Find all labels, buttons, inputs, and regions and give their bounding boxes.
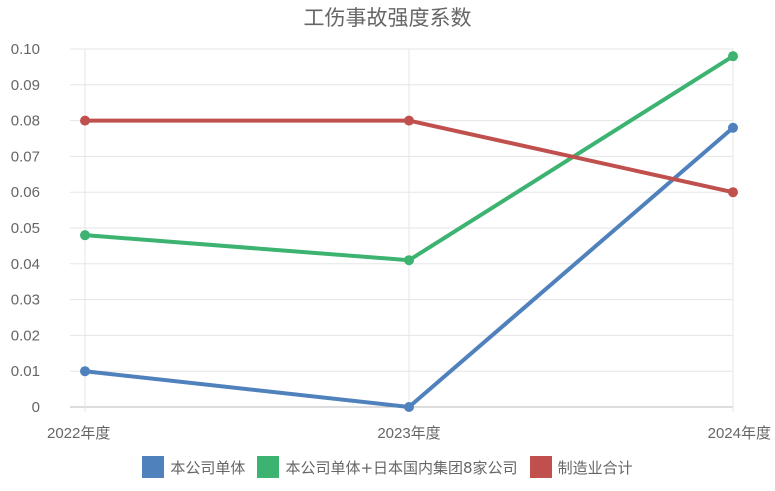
data-point	[80, 366, 90, 377]
y-tick-label: 0.05	[11, 220, 40, 237]
x-tick-label: 2022年度	[47, 425, 110, 442]
y-tick-label: 0.07	[11, 148, 40, 165]
data-point	[404, 115, 414, 126]
data-point	[728, 122, 738, 133]
legend-swatch	[257, 456, 280, 478]
legend-item[interactable]: 制造业合计	[529, 456, 633, 478]
y-tick-label: 0.06	[11, 184, 40, 201]
legend-label: 本公司单体+日本国内集团8家公司	[285, 458, 518, 477]
x-tick-label: 2023年度	[377, 425, 440, 442]
data-point	[728, 51, 738, 62]
data-point	[404, 402, 414, 412]
y-tick-label: 0.09	[11, 77, 40, 94]
y-tick-label: 0.04	[11, 256, 40, 273]
data-point	[80, 230, 90, 241]
legend: 本公司单体 本公司单体+日本国内集团8家公司 制造业合计	[0, 456, 775, 478]
y-tick-label: 0.10	[11, 41, 40, 58]
legend-label: 制造业合计	[557, 458, 633, 477]
y-tick-label: 0	[32, 399, 40, 416]
legend-label: 本公司单体	[170, 458, 246, 477]
legend-item[interactable]: 本公司单体	[142, 456, 245, 478]
y-tick-label: 0.08	[11, 113, 40, 130]
y-tick-label: 0.03	[11, 292, 40, 309]
x-tick-label: 2024年度	[708, 425, 771, 442]
legend-swatch	[529, 456, 552, 478]
chart-title: 工伤事故强度系数	[303, 6, 472, 30]
data-point	[404, 255, 414, 266]
y-tick-label: 0.02	[11, 327, 40, 344]
data-point	[728, 187, 738, 198]
legend-item[interactable]: 本公司单体+日本国内集团8家公司	[257, 456, 518, 478]
data-point	[80, 115, 90, 126]
y-tick-label: 0.01	[11, 363, 40, 380]
legend-swatch	[142, 456, 165, 478]
